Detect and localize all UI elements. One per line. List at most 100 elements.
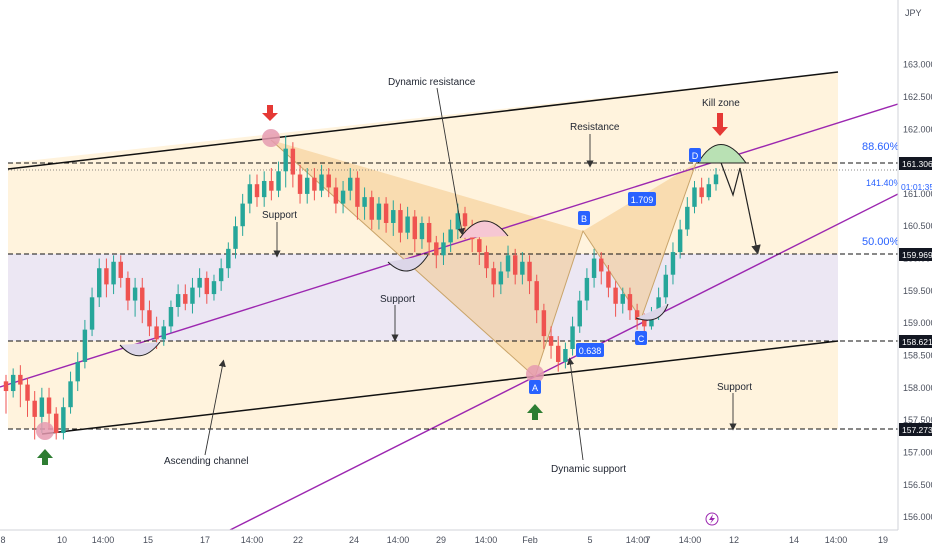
price-tick-1: 162.500 xyxy=(903,92,932,102)
candle-body xyxy=(10,374,16,392)
point-badge-d: D xyxy=(689,148,701,162)
lightning-icon[interactable] xyxy=(705,512,719,526)
candle xyxy=(304,168,310,204)
candle-body xyxy=(340,190,346,204)
candle-body xyxy=(147,310,152,327)
time-tick-6: 22 xyxy=(293,535,303,545)
price-tick-9: 158.500 xyxy=(903,350,932,360)
label-kill-zone: Kill zone xyxy=(702,98,740,109)
candle-body xyxy=(261,180,267,198)
candle-body xyxy=(46,397,52,414)
candle xyxy=(348,168,353,201)
candle-body xyxy=(333,187,339,204)
candle-body xyxy=(713,174,719,185)
label-dynamic-support: Dynamic support xyxy=(551,464,626,475)
candle xyxy=(405,206,410,240)
candle-body xyxy=(312,177,317,191)
candle-body xyxy=(82,329,88,362)
candle xyxy=(355,171,360,220)
time-tick-2: 14:00 xyxy=(92,535,115,545)
candle xyxy=(233,216,238,259)
candle-body xyxy=(297,174,303,194)
candle-body xyxy=(391,210,396,223)
candle-body xyxy=(132,287,138,301)
candle-body xyxy=(247,184,253,204)
label-support-1: Support xyxy=(262,210,297,221)
candle-body xyxy=(376,203,382,220)
candle-body xyxy=(32,400,37,417)
pivot-circle-top xyxy=(262,129,280,147)
candle xyxy=(398,203,403,243)
candle-body xyxy=(656,297,661,314)
up-arrow-left xyxy=(37,449,53,465)
price-tick-11: 157.500 xyxy=(903,415,932,425)
candle-body xyxy=(97,268,102,298)
candle-body xyxy=(355,177,360,207)
fib-500: 50.00% xyxy=(862,236,900,248)
candle-body xyxy=(448,229,453,243)
time-tick-4: 17 xyxy=(200,535,210,545)
candle xyxy=(297,164,303,204)
candle xyxy=(555,336,561,372)
candle xyxy=(369,190,374,230)
candle xyxy=(312,168,317,201)
candle xyxy=(706,177,712,201)
time-tick-8: 14:00 xyxy=(387,535,410,545)
price-tick-0: 163.000 xyxy=(903,60,932,70)
point-label-a: A xyxy=(532,383,538,393)
candle xyxy=(333,177,339,214)
candle xyxy=(699,177,704,204)
candle-body xyxy=(563,349,568,362)
candle-body xyxy=(369,197,374,220)
candle-body xyxy=(634,310,640,320)
candle-body xyxy=(233,226,238,249)
label-dynamic-resistance: Dynamic resistance xyxy=(388,77,476,88)
candle xyxy=(548,326,554,359)
candle-body xyxy=(591,258,597,278)
candle-body xyxy=(548,336,554,346)
candle xyxy=(606,265,611,298)
candle-body xyxy=(161,326,167,340)
candle-body xyxy=(412,216,418,240)
candle xyxy=(620,287,625,314)
candle xyxy=(111,255,116,295)
point-badge-c: C xyxy=(635,331,647,345)
time-tick-18: 14:00 xyxy=(825,535,848,545)
candle xyxy=(104,258,109,298)
label-support-3: Support xyxy=(717,382,752,393)
candle xyxy=(541,303,547,350)
price-axis-ticks: 163.000162.500162.000161.500161.000160.5… xyxy=(903,60,932,522)
candle-body xyxy=(484,252,489,269)
point-badge-b: B xyxy=(578,211,590,225)
candle xyxy=(319,164,324,198)
candle xyxy=(161,319,167,346)
candle-body xyxy=(140,287,145,311)
candle-body xyxy=(606,271,611,288)
pivot-circle-a xyxy=(526,365,544,383)
down-arrow-kill-zone xyxy=(712,113,728,136)
candle-body xyxy=(534,281,539,311)
candle-body xyxy=(599,258,604,272)
time-tick-0: 8 xyxy=(0,535,5,545)
candle-body xyxy=(570,326,575,350)
candle xyxy=(362,187,367,220)
candle xyxy=(118,255,123,288)
badge-161306: 161.306 xyxy=(899,157,932,170)
channel-upper-line xyxy=(7,71,839,170)
candle-body xyxy=(226,248,231,269)
badge-158621-text: 158.621 xyxy=(902,337,932,347)
time-axis-ticks: 8 10 14:00 15 17 14:00 22 24 14:00 29 14:00 Feb 5 14:… xyxy=(0,535,888,545)
channel-lower-line xyxy=(41,340,839,435)
harmonic-xab-fill xyxy=(271,140,583,377)
price-tick-12: 157.000 xyxy=(903,447,932,457)
dynamic-resistance-line xyxy=(0,103,899,388)
harmonic-bcd-fill xyxy=(583,163,696,319)
candle xyxy=(190,277,195,314)
candle-body xyxy=(211,281,217,295)
support-arc-1 xyxy=(119,341,161,357)
harmonic-outline xyxy=(270,139,697,378)
kill-zone-arc xyxy=(697,144,747,164)
candle xyxy=(197,268,202,298)
badge-159969: 159.969 xyxy=(899,248,932,261)
